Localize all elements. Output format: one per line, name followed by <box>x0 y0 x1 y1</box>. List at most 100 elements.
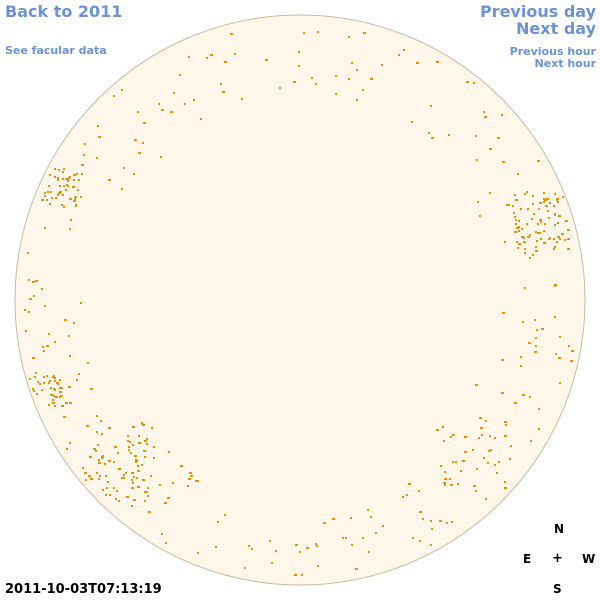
facula-point <box>168 451 170 453</box>
facula-point <box>29 378 31 380</box>
facula-point <box>96 431 98 433</box>
facula-point <box>279 87 281 89</box>
facula-point <box>452 461 454 463</box>
facula-point <box>81 164 84 166</box>
facula-point <box>534 319 536 321</box>
facula-point <box>67 185 69 187</box>
facula-point <box>532 195 534 197</box>
facula-point <box>498 461 500 463</box>
next-day-link[interactable]: Next day <box>516 19 596 38</box>
facula-point <box>557 201 559 203</box>
facula-point <box>98 462 101 464</box>
facula-point <box>524 248 526 250</box>
facula-point <box>65 178 67 180</box>
facula-point <box>158 103 160 105</box>
see-facular-data-link[interactable]: See facular data <box>5 44 107 57</box>
facula-point <box>567 248 570 250</box>
facula-point <box>61 204 63 206</box>
facula-point <box>543 192 545 194</box>
facula-point <box>54 176 56 178</box>
facula-point <box>568 345 570 347</box>
facula-point <box>89 456 92 458</box>
facula-point <box>473 82 475 84</box>
facula-point <box>317 565 319 567</box>
facula-point <box>53 395 55 397</box>
facula-point <box>489 192 491 194</box>
facula-point <box>117 452 119 454</box>
facula-point <box>118 500 120 502</box>
previous-day-link[interactable]: Previous day <box>479 2 596 21</box>
facula-point <box>48 185 50 187</box>
facula-point <box>190 475 193 477</box>
facula-point <box>306 547 309 549</box>
compass-west-label: W <box>582 552 596 566</box>
facula-point <box>46 375 48 377</box>
facula-point <box>345 537 347 539</box>
previous-hour-link[interactable]: Previous hour <box>509 45 596 58</box>
facula-point <box>80 196 82 198</box>
facula-point <box>64 319 67 321</box>
facula-point <box>141 464 143 466</box>
facula-point <box>487 462 489 464</box>
back-to-year-link[interactable]: Back to 2011 <box>5 2 123 21</box>
facula-point <box>567 229 570 231</box>
facula-point <box>131 472 134 474</box>
facula-point <box>543 201 545 203</box>
facula-point <box>107 481 109 483</box>
facula-point <box>164 502 167 504</box>
facula-point <box>529 234 531 236</box>
facula-point <box>102 455 104 457</box>
compass-east-label: E <box>523 552 532 566</box>
facula-point <box>69 402 72 404</box>
facula-point <box>524 193 526 195</box>
facula-point <box>315 543 317 545</box>
facula-point <box>102 489 104 491</box>
facula-point <box>497 137 500 139</box>
facula-point <box>553 238 555 240</box>
facula-point <box>121 477 124 479</box>
facula-point <box>479 417 482 419</box>
facula-point <box>382 525 384 527</box>
facula-point <box>49 380 51 382</box>
facula-point <box>554 285 556 287</box>
facula-point <box>517 173 519 175</box>
facula-point <box>66 448 68 450</box>
facula-point <box>514 216 516 218</box>
facula-point <box>529 396 531 398</box>
facula-point <box>147 495 149 497</box>
facula-point <box>32 281 35 283</box>
facula-point <box>61 405 64 407</box>
facula-point <box>29 298 32 300</box>
facula-point <box>419 511 422 513</box>
facula-point <box>446 522 448 524</box>
facula-point <box>265 59 268 61</box>
facula-point <box>131 479 133 481</box>
facula-point <box>144 500 146 502</box>
facula-point <box>478 437 480 439</box>
facula-point <box>63 185 65 187</box>
facula-point <box>145 491 148 493</box>
facula-point <box>67 180 69 182</box>
facula-point <box>75 196 77 198</box>
next-hour-link[interactable]: Next hour <box>534 57 597 70</box>
facula-point <box>501 359 504 361</box>
facula-point <box>133 173 135 175</box>
facula-point <box>522 394 525 396</box>
facula-point <box>556 199 558 201</box>
facula-point <box>57 383 59 385</box>
facula-point <box>75 205 77 207</box>
facula-point <box>526 223 528 225</box>
facula-point <box>137 465 139 467</box>
facula-point <box>375 532 377 534</box>
facula-point <box>193 99 195 101</box>
facula-point <box>160 156 162 158</box>
facula-point <box>275 550 277 552</box>
facula-point <box>316 545 318 547</box>
facula-point <box>269 540 271 542</box>
facula-point <box>543 242 546 244</box>
facula-point <box>515 223 517 225</box>
facula-point <box>80 302 82 304</box>
facula-point <box>53 375 55 377</box>
facula-point <box>538 408 540 410</box>
facula-point <box>248 545 250 547</box>
